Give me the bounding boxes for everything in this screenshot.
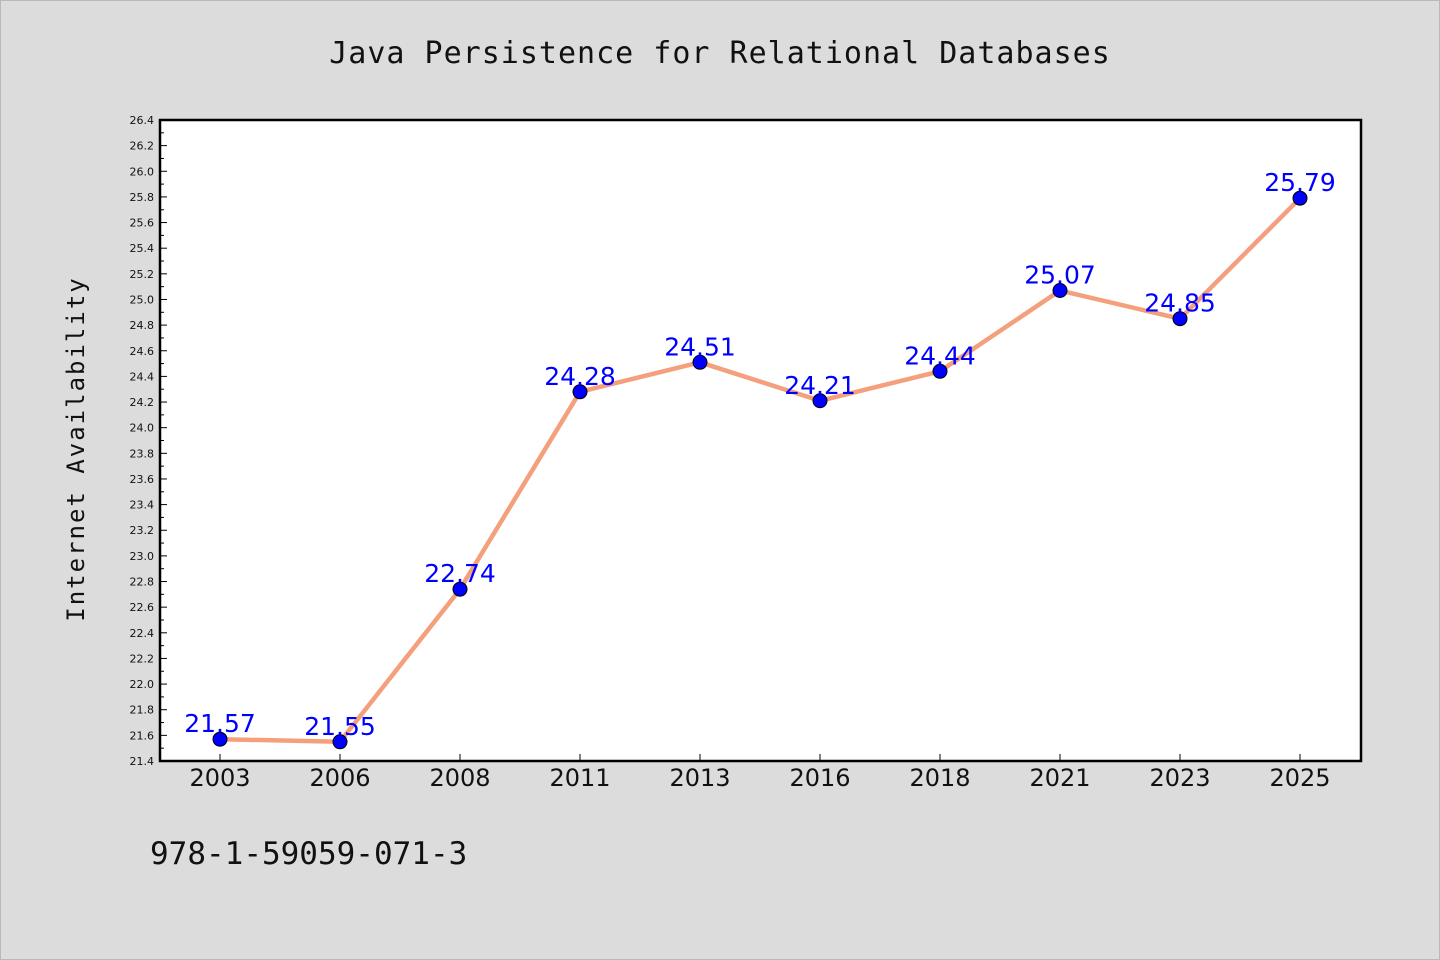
data-label: 21.55 [304,712,376,741]
data-label: 25.07 [1024,261,1096,290]
data-labels: 21.57 21.55 22.74 24.28 24.51 24.21 24.44 25.07… [184,168,1336,741]
y-tick-label: 25.8 [130,191,155,204]
x-tick-label: 2023 [1149,764,1210,792]
x-tick-label: 2003 [189,764,250,792]
data-point-marker [332,734,348,750]
data-label: 24.85 [1144,289,1216,318]
x-tick-label: 2013 [669,764,730,792]
y-tick-label: 25.4 [130,242,155,255]
y-tick-label: 21.4 [130,755,155,768]
y-tick-label: 23.2 [130,524,155,537]
x-tick-label: 2006 [309,764,370,792]
series-line [217,195,1303,745]
data-point-marker [812,393,828,409]
data-label: 24.21 [784,371,856,400]
data-point-marker [932,363,948,379]
x-tick-label: 2008 [429,764,490,792]
x-tick-label: 2025 [1269,764,1330,792]
data-label: 22.74 [424,559,496,588]
data-label: 25.79 [1264,168,1336,197]
data-point-marker [572,384,588,400]
y-tick-label: 24.4 [130,370,155,383]
y-tick-label: 24.0 [130,422,155,435]
y-tick-label: 23.6 [130,473,155,486]
y-tick-label: 22.0 [130,678,155,691]
y-tick-label: 22.4 [130,627,155,640]
y-tick-label: 21.6 [130,729,155,742]
data-point-marker [1292,190,1308,206]
y-tick-label: 26.2 [130,140,155,153]
y-axis: 21.4 21.6 21.8 22.0 22.2 22.4 22.6 22.8 23.0 23.2… [130,114,167,768]
y-tick-label: 24.2 [130,396,155,409]
series-group [212,190,1308,750]
y-tick-label: 22.2 [130,652,155,665]
data-label: 24.28 [544,362,616,391]
data-point-marker [692,354,708,370]
data-label: 24.44 [904,341,976,370]
data-point-marker [452,581,468,597]
chart-title: Java Persistence for Relational Database… [329,36,1111,71]
y-tick-label: 25.2 [130,268,155,281]
y-tick-label: 21.8 [130,704,155,717]
data-label: 21.57 [184,709,256,738]
y-axis-label: Internet Availability [62,276,90,621]
y-tick-label: 26.0 [130,165,155,178]
x-tick-label: 2016 [789,764,850,792]
x-axis: 2003 2006 2008 2011 2013 2016 2018 2021 2023 2025 [189,754,1331,792]
y-tick-label: 26.4 [130,114,155,127]
y-tick-label: 24.6 [130,345,155,358]
x-tick-label: 2011 [549,764,610,792]
y-tick-label: 25.0 [130,293,155,306]
data-label: 24.51 [664,332,736,361]
y-tick-label: 23.8 [130,447,155,460]
plot-area [158,118,1363,763]
x-tick-label: 2021 [1029,764,1090,792]
y-tick-label: 24.8 [130,319,155,332]
y-tick-label: 22.6 [130,601,155,614]
data-point-marker [212,731,228,747]
footnote-isbn: 978-1-59059-071-3 [150,836,467,872]
y-tick-label: 23.4 [130,499,155,512]
y-tick-label: 25.6 [130,217,155,230]
data-point-marker [1052,283,1068,299]
data-point-marker [1172,311,1188,327]
y-tick-label: 22.8 [130,576,155,589]
x-tick-label: 2018 [909,764,970,792]
y-tick-label: 23.0 [130,550,155,563]
